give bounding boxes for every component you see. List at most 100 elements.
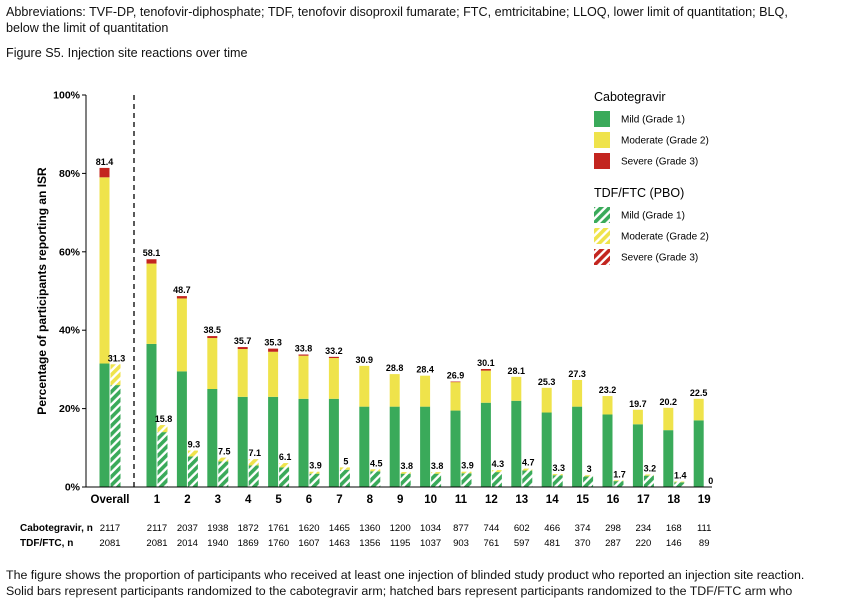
cabotegravir-mild-segment bbox=[268, 396, 279, 487]
x-tick-label: 11 bbox=[455, 494, 468, 506]
n-table-cell: 1607 bbox=[298, 538, 319, 549]
cabotegravir-severe-segment bbox=[450, 381, 461, 383]
n-table-cell: 877 bbox=[453, 523, 469, 534]
cabotegravir-mild-segment bbox=[328, 398, 339, 487]
legend-entry-label: Mild (Grade 1) bbox=[621, 115, 685, 126]
tdf-ftc-total-label: 0 bbox=[708, 476, 713, 486]
tdf-ftc-total-label: 3.3 bbox=[552, 463, 565, 473]
x-tick-label: 12 bbox=[485, 494, 498, 506]
legend-swatch bbox=[594, 207, 610, 223]
cabotegravir-mild-segment bbox=[632, 424, 643, 487]
cabotegravir-severe-segment bbox=[146, 259, 157, 264]
n-table: Cabotegravir, n 2117 2117 2037 1938 1872 1761 1… bbox=[20, 523, 711, 549]
abbreviations-line-2: below the limit of quantitation bbox=[6, 21, 169, 35]
tdf-ftc-mild-segment bbox=[279, 467, 290, 487]
n-table-cell: 89 bbox=[699, 538, 710, 549]
y-tick-label: 40% bbox=[59, 325, 81, 337]
x-tick-label: 2 bbox=[184, 494, 190, 506]
tdf-ftc-total-label: 6.1 bbox=[279, 452, 292, 462]
cabotegravir-total-label: 19.7 bbox=[629, 399, 647, 409]
tdf-ftc-mild-segment bbox=[309, 473, 320, 487]
legend-entry-label: Moderate (Grade 2) bbox=[621, 136, 709, 147]
x-tick-label: 7 bbox=[336, 494, 342, 506]
tdf-ftc-mild-segment bbox=[522, 470, 533, 487]
legend-group-title: TDF/FTC (PBO) bbox=[594, 186, 684, 200]
n-table-cell: 1195 bbox=[390, 538, 410, 549]
n-table-cell: 220 bbox=[635, 538, 651, 549]
n-table-row-label: TDF/FTC, n bbox=[20, 538, 73, 549]
x-tick-label: 8 bbox=[367, 494, 374, 506]
legend-swatch bbox=[594, 153, 610, 169]
tdf-ftc-moderate-segment bbox=[279, 463, 290, 468]
cabotegravir-moderate-segment bbox=[693, 398, 704, 421]
cabotegravir-moderate-segment bbox=[511, 376, 522, 401]
n-table-cell: 744 bbox=[483, 523, 499, 534]
tdf-ftc-moderate-segment bbox=[248, 459, 259, 466]
cabotegravir-mild-segment bbox=[572, 406, 583, 487]
tdf-ftc-total-label: 7.5 bbox=[218, 447, 231, 457]
n-table-cell: 1872 bbox=[238, 523, 259, 534]
cabotegravir-moderate-segment bbox=[602, 396, 613, 415]
n-table-cell: 1938 bbox=[207, 523, 228, 534]
cabotegravir-mild-segment bbox=[359, 406, 370, 487]
tdf-ftc-mild-segment bbox=[431, 473, 442, 487]
cabotegravir-moderate-segment bbox=[237, 349, 248, 397]
n-table-cell: 2037 bbox=[177, 523, 198, 534]
tdf-ftc-mild-segment bbox=[643, 475, 654, 487]
tdf-ftc-total-label: 3.9 bbox=[309, 461, 322, 471]
cabotegravir-moderate-segment bbox=[450, 381, 461, 411]
footer-line-2: Solid bars represent participants random… bbox=[6, 584, 793, 598]
cabotegravir-mild-segment bbox=[602, 414, 613, 487]
cabotegravir-severe-segment bbox=[298, 354, 309, 356]
cabotegravir-moderate-segment bbox=[572, 379, 583, 407]
n-table-cell: 146 bbox=[666, 538, 682, 549]
n-table-cell: 602 bbox=[514, 523, 530, 534]
tdf-ftc-total-label: 3 bbox=[587, 464, 592, 474]
cabotegravir-mild-segment bbox=[176, 371, 187, 487]
tdf-ftc-moderate-segment bbox=[674, 481, 685, 483]
cabotegravir-severe-segment bbox=[176, 296, 187, 299]
tdf-ftc-mild-segment bbox=[339, 469, 350, 487]
x-tick-label: 13 bbox=[515, 494, 528, 506]
cabotegravir-total-label: 23.2 bbox=[599, 385, 617, 395]
cabotegravir-mild-segment bbox=[298, 398, 309, 487]
tdf-ftc-total-label: 31.3 bbox=[108, 353, 126, 363]
x-tick-label: 16 bbox=[607, 494, 620, 506]
tdf-ftc-moderate-segment bbox=[522, 468, 533, 471]
tdf-ftc-moderate-segment bbox=[400, 472, 411, 474]
cabotegravir-moderate-segment bbox=[176, 298, 187, 372]
y-tick-label: 60% bbox=[59, 246, 81, 258]
x-tick-label: 19 bbox=[698, 494, 711, 506]
n-table-cell: 374 bbox=[575, 523, 591, 534]
y-tick-label: 80% bbox=[59, 168, 81, 180]
x-axis: Overall 1 2 3 4 5 6 7 8 9 10 11 12 13 14 15 16 17 18 19 bbox=[86, 95, 712, 506]
n-table-cell: 1463 bbox=[329, 538, 350, 549]
n-table-cell: 111 bbox=[697, 523, 711, 534]
cabotegravir-mild-segment bbox=[663, 430, 674, 487]
legend-entry-label: Severe (Grade 3) bbox=[621, 253, 698, 264]
n-table-cell: 1200 bbox=[390, 523, 411, 534]
y-tick-label: 20% bbox=[59, 403, 81, 415]
x-tick-label: 4 bbox=[245, 494, 252, 506]
n-table-cell: 2081 bbox=[146, 538, 167, 549]
n-table-cell: 2117 bbox=[147, 523, 167, 534]
cabotegravir-moderate-segment bbox=[389, 374, 400, 407]
n-table-cell: 481 bbox=[544, 538, 560, 549]
cabotegravir-severe-segment bbox=[268, 348, 279, 352]
x-tick-label: 5 bbox=[275, 494, 282, 506]
tdf-ftc-total-label: 15.8 bbox=[155, 414, 173, 424]
tdf-ftc-moderate-segment bbox=[491, 470, 502, 473]
cabotegravir-mild-segment bbox=[99, 363, 110, 487]
tdf-ftc-total-label: 9.3 bbox=[188, 440, 201, 450]
tdf-ftc-moderate-segment bbox=[643, 474, 654, 476]
tdf-ftc-mild-segment bbox=[461, 473, 472, 487]
tdf-ftc-mild-segment bbox=[218, 461, 229, 487]
tdf-ftc-total-label: 4.3 bbox=[492, 459, 505, 469]
tdf-ftc-mild-segment bbox=[491, 472, 502, 487]
x-tick-label: 3 bbox=[215, 494, 221, 506]
cabotegravir-total-label: 35.7 bbox=[234, 336, 252, 346]
x-tick-label: 10 bbox=[424, 494, 437, 506]
n-table-cell: 1465 bbox=[329, 523, 350, 534]
cabotegravir-moderate-segment bbox=[328, 358, 339, 399]
legend: Cabotegravir Mild (Grade 1) Moderate (Grad… bbox=[594, 90, 709, 265]
